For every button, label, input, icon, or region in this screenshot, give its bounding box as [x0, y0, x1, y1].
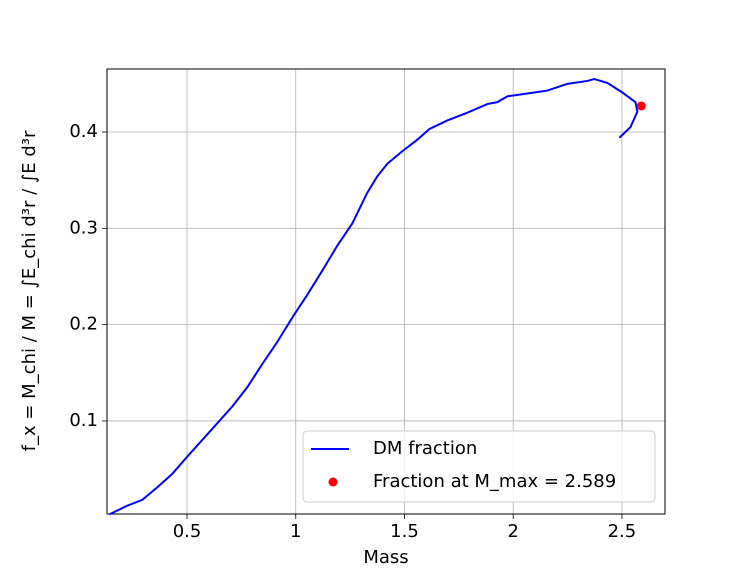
- plot-frame: [106, 68, 666, 515]
- data-point: [636, 101, 646, 111]
- y-tick-label: 0.1: [69, 410, 98, 431]
- legend-label: Fraction at M_max = 2.589: [373, 471, 616, 492]
- legend-box: [302, 430, 656, 503]
- y-axis-label: f_x = M_chi / M = ∫E_chi d³r / ∫E d³r: [19, 130, 40, 451]
- legend-swatch: [328, 477, 338, 487]
- x-tick-label: 0.5: [173, 521, 202, 542]
- y-tick-label: 0.2: [69, 314, 98, 335]
- x-tick-label: 1: [290, 521, 301, 542]
- x-tick-label: 2.5: [608, 521, 637, 542]
- data-line: [108, 77, 639, 516]
- y-tick-label: 0.3: [69, 217, 98, 238]
- x-tick-label: 1.5: [390, 521, 419, 542]
- y-tick-label: 0.4: [69, 121, 98, 142]
- x-axis-label: Mass: [363, 547, 408, 568]
- x-tick-label: 2: [507, 521, 518, 542]
- legend-label: DM fraction: [373, 438, 477, 459]
